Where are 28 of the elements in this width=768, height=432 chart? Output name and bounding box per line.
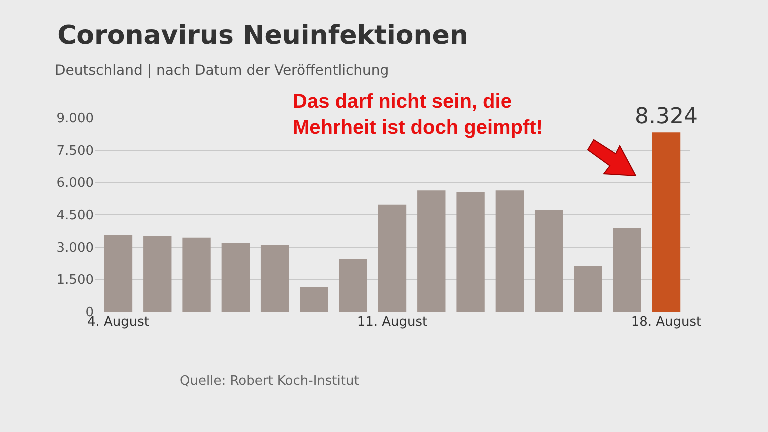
bar bbox=[652, 132, 681, 312]
bar bbox=[378, 204, 407, 312]
y-tick-label: 6.000 bbox=[56, 176, 94, 192]
bar bbox=[182, 238, 211, 312]
bar bbox=[339, 259, 368, 312]
bar bbox=[300, 287, 328, 312]
bar bbox=[496, 190, 524, 312]
bar bbox=[222, 243, 250, 312]
bar bbox=[144, 236, 172, 312]
bar bbox=[104, 235, 133, 312]
bar bbox=[260, 244, 290, 312]
chart-subtitle: Deutschland | nach Datum der Veröffentlichung bbox=[55, 63, 390, 79]
y-tick-label: 1.500 bbox=[56, 273, 94, 288]
x-tick-label: 18. August bbox=[631, 315, 702, 330]
source-note: Quelle: Robert Koch-Institut bbox=[180, 374, 360, 389]
y-tick-label: 7.500 bbox=[56, 144, 94, 159]
y-tick-label: 3.000 bbox=[56, 240, 94, 256]
x-tick-label: 11. August bbox=[357, 315, 428, 330]
bar bbox=[613, 228, 642, 312]
bar bbox=[418, 190, 446, 312]
bar bbox=[456, 192, 485, 312]
bar bbox=[534, 210, 564, 312]
data-label: 8.324 bbox=[635, 104, 698, 130]
y-tick-label: 4.500 bbox=[56, 208, 94, 224]
chart-title: Coronavirus Neuinfektionen bbox=[58, 21, 468, 52]
y-tick-label: 9.000 bbox=[56, 112, 94, 127]
annotation: Das darf nicht sein, die Mehrheit ist doch geimpft! bbox=[293, 91, 543, 139]
bar bbox=[574, 266, 602, 312]
